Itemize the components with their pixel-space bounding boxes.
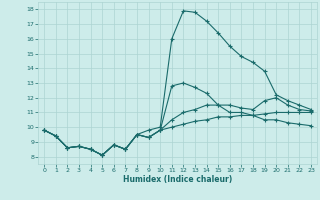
X-axis label: Humidex (Indice chaleur): Humidex (Indice chaleur) [123,175,232,184]
